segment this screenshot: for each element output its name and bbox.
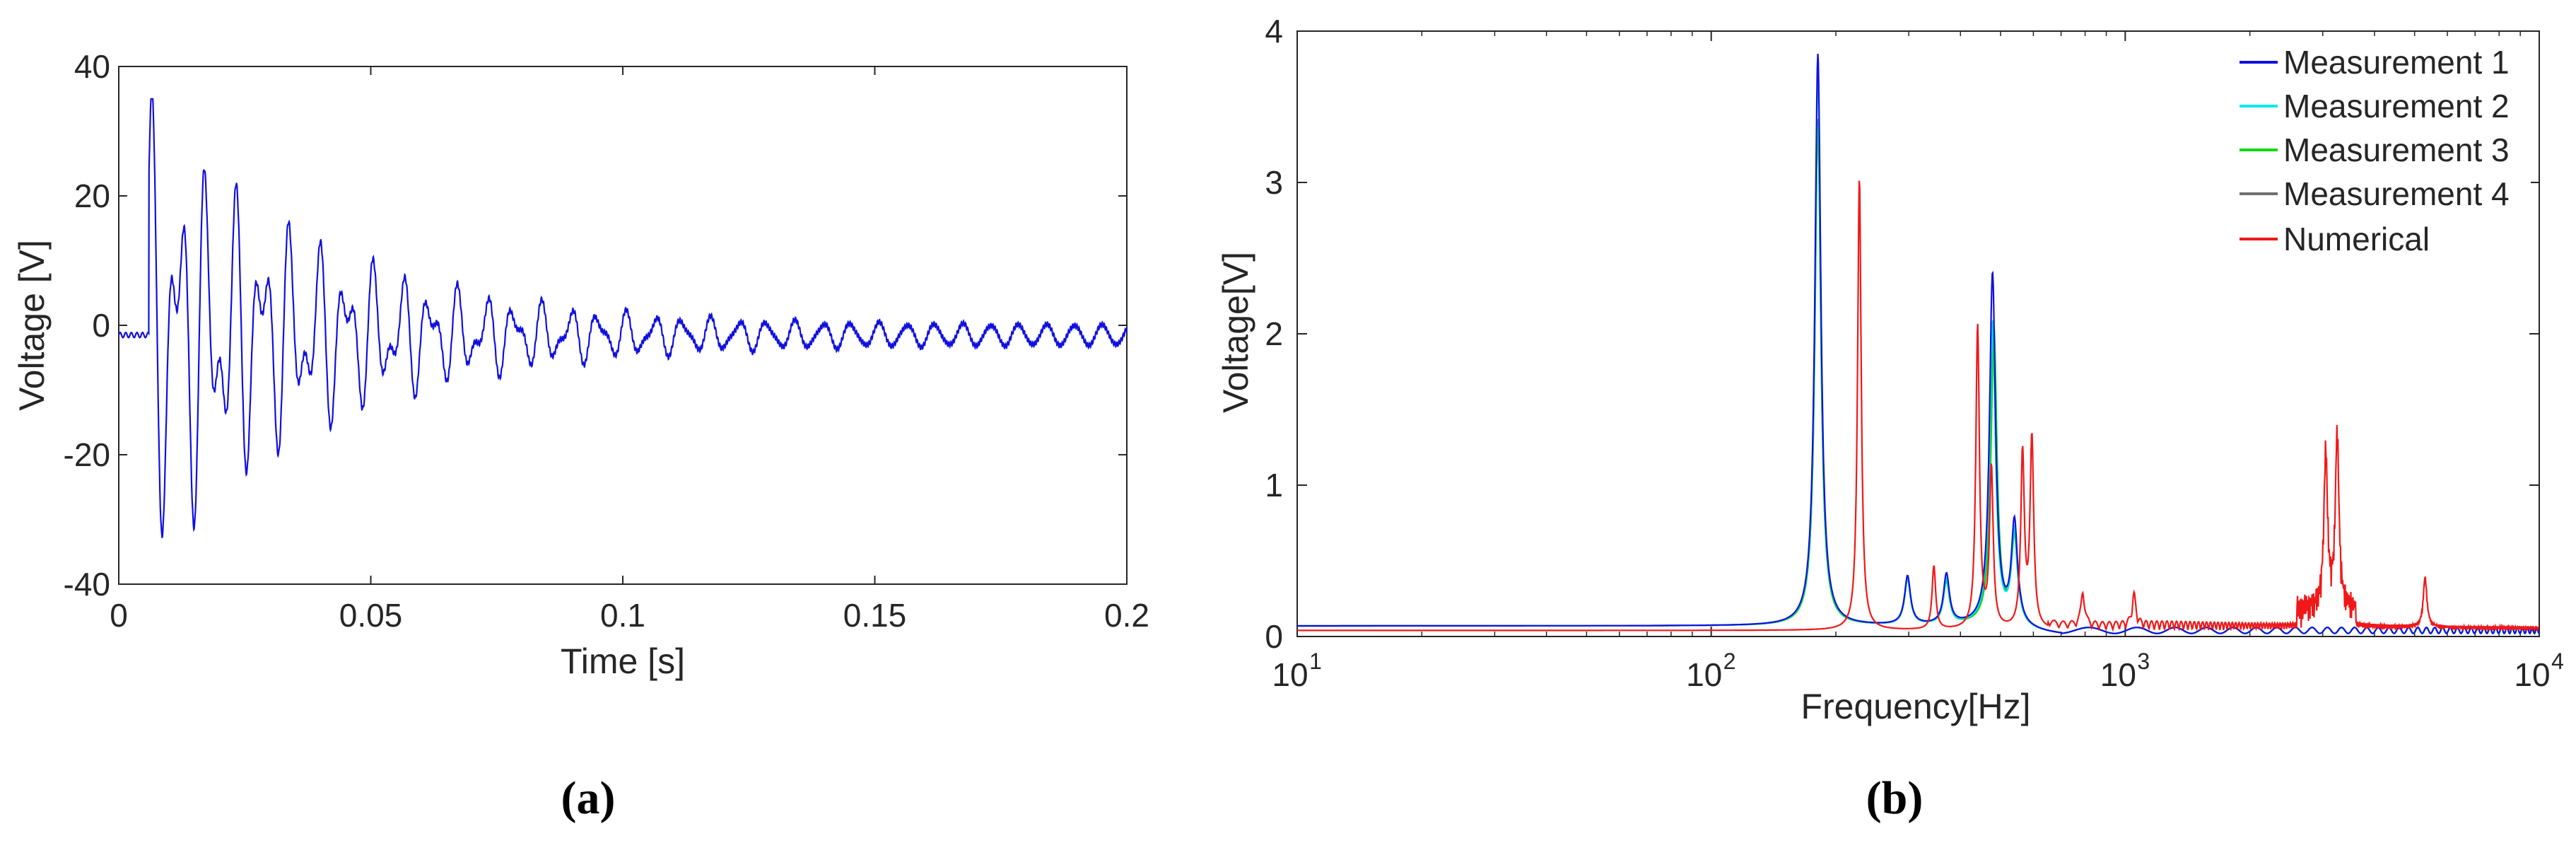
- panel-label-b: (b): [1866, 772, 1924, 824]
- chart-b-xlabel: Frequency[Hz]: [1801, 687, 2030, 726]
- chart-b-xtick-exponent: 3: [2137, 649, 2150, 674]
- legend-item-measurement-2: Measurement 2: [2240, 88, 2510, 124]
- series-line-numerical: [1297, 180, 2540, 633]
- chart-b-legend-box: [2227, 44, 2531, 267]
- legend-item-numerical: Numerical: [2240, 221, 2430, 257]
- chart-b-xtick-exponent: 1: [1309, 649, 1322, 674]
- chart-b-xtick-label: 10: [1272, 656, 1308, 693]
- chart-b-series: [1297, 53, 2540, 635]
- chart-a-xtick-label: 0.2: [1104, 597, 1149, 634]
- chart-a-xtick-label: 0: [110, 597, 128, 634]
- chart-b-xtick-label: 10: [2100, 656, 2136, 693]
- legend-label-measurement-1: Measurement 1: [2283, 44, 2510, 81]
- chart-b-xtick-exponent: 4: [2551, 649, 2564, 674]
- legend-label-measurement-4: Measurement 4: [2283, 175, 2510, 212]
- legend-label-numerical: Numerical: [2283, 221, 2430, 257]
- legend-item-measurement-4: Measurement 4: [2240, 175, 2510, 212]
- chart-a-xlabel: Time [s]: [561, 641, 685, 681]
- chart-b-ytick-label: 2: [1265, 315, 1283, 352]
- chart-a-ytick-label: -20: [64, 436, 110, 473]
- chart-b-xtick-label: 10: [1686, 656, 1722, 693]
- legend-label-measurement-2: Measurement 2: [2283, 88, 2510, 124]
- chart-a-xtick-label: 0.1: [600, 597, 645, 634]
- chart-a-series: [117, 98, 1128, 538]
- chart-b-ylabel: Voltage[V]: [1216, 252, 1255, 413]
- chart-a-xtick-label: 0.05: [339, 597, 403, 634]
- chart-b-legend: Measurement 1 Measurement 2 Measurement …: [2227, 44, 2531, 267]
- chart-a-ticks: 0 0.05 0.1 0.15 0.2 -40 -20 0 20 40: [64, 48, 1149, 634]
- chart-b-ytick-label: 3: [1265, 164, 1283, 201]
- chart-b-xtick-exponent: 2: [1723, 649, 1736, 674]
- series-line-measurement-1: [1297, 53, 2540, 635]
- legend-label-measurement-3: Measurement 3: [2283, 132, 2510, 168]
- chart-b-ytick-label: 4: [1265, 13, 1283, 50]
- chart-a-ytick-label: 40: [74, 48, 110, 85]
- chart-b-xtick-label: 10: [2514, 656, 2550, 693]
- series-line-time-signal: [117, 98, 1128, 538]
- chart-b-ytick-label: 0: [1265, 618, 1283, 655]
- chart-a: 0 0.05 0.1 0.15 0.2 -40 -20 0 20 40 Time [s] Volt…: [12, 48, 1149, 824]
- chart-a-ylabel: Voltage [V]: [12, 240, 52, 411]
- chart-b-ytick-label: 1: [1265, 467, 1283, 504]
- chart-a-ytick-label: 20: [74, 178, 110, 214]
- panel-label-a: (a): [561, 772, 616, 824]
- legend-item-measurement-3: Measurement 3: [2240, 132, 2510, 168]
- chart-a-ytick-label: -40: [64, 566, 110, 603]
- legend-item-measurement-1: Measurement 1: [2240, 44, 2510, 81]
- chart-a-ytick-label: 0: [92, 307, 110, 344]
- chart-a-xtick-label: 0.15: [843, 597, 907, 634]
